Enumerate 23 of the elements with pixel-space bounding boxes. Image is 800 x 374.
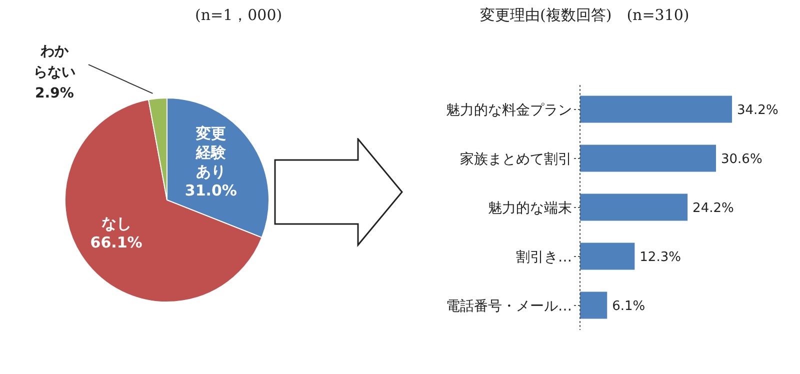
slice-label: わからない [33, 44, 76, 80]
y-tick-label: 割引き… [516, 249, 572, 266]
slice-label: なし [101, 214, 132, 232]
y-tick-label: 魅力的な料金プラン [446, 102, 572, 118]
data-label: 24.2% [692, 200, 734, 216]
chart-title: (n=1，000) [195, 6, 282, 25]
bar [580, 242, 635, 270]
y-tick-label: 家族まとめて割引 [460, 151, 572, 168]
y-tick-label: 魅力的な端末 [488, 200, 572, 216]
data-label: 2.9% [35, 86, 74, 102]
bar [580, 194, 688, 221]
chart-title: 変更理由(複数回答) (n=310) [480, 6, 690, 25]
data-label: 66.1% [90, 233, 142, 252]
slice-label: 変更経験あり [194, 124, 227, 180]
data-label: 12.3% [640, 250, 681, 265]
bar [580, 96, 732, 123]
bar [580, 144, 716, 172]
data-label: 6.1% [612, 298, 646, 314]
data-label: 34.2% [737, 102, 778, 118]
bar [580, 292, 608, 319]
data-label: 30.6% [721, 152, 762, 167]
y-tick-label: 電話番号・メール… [446, 298, 572, 314]
data-label: 31.0% [184, 181, 237, 200]
